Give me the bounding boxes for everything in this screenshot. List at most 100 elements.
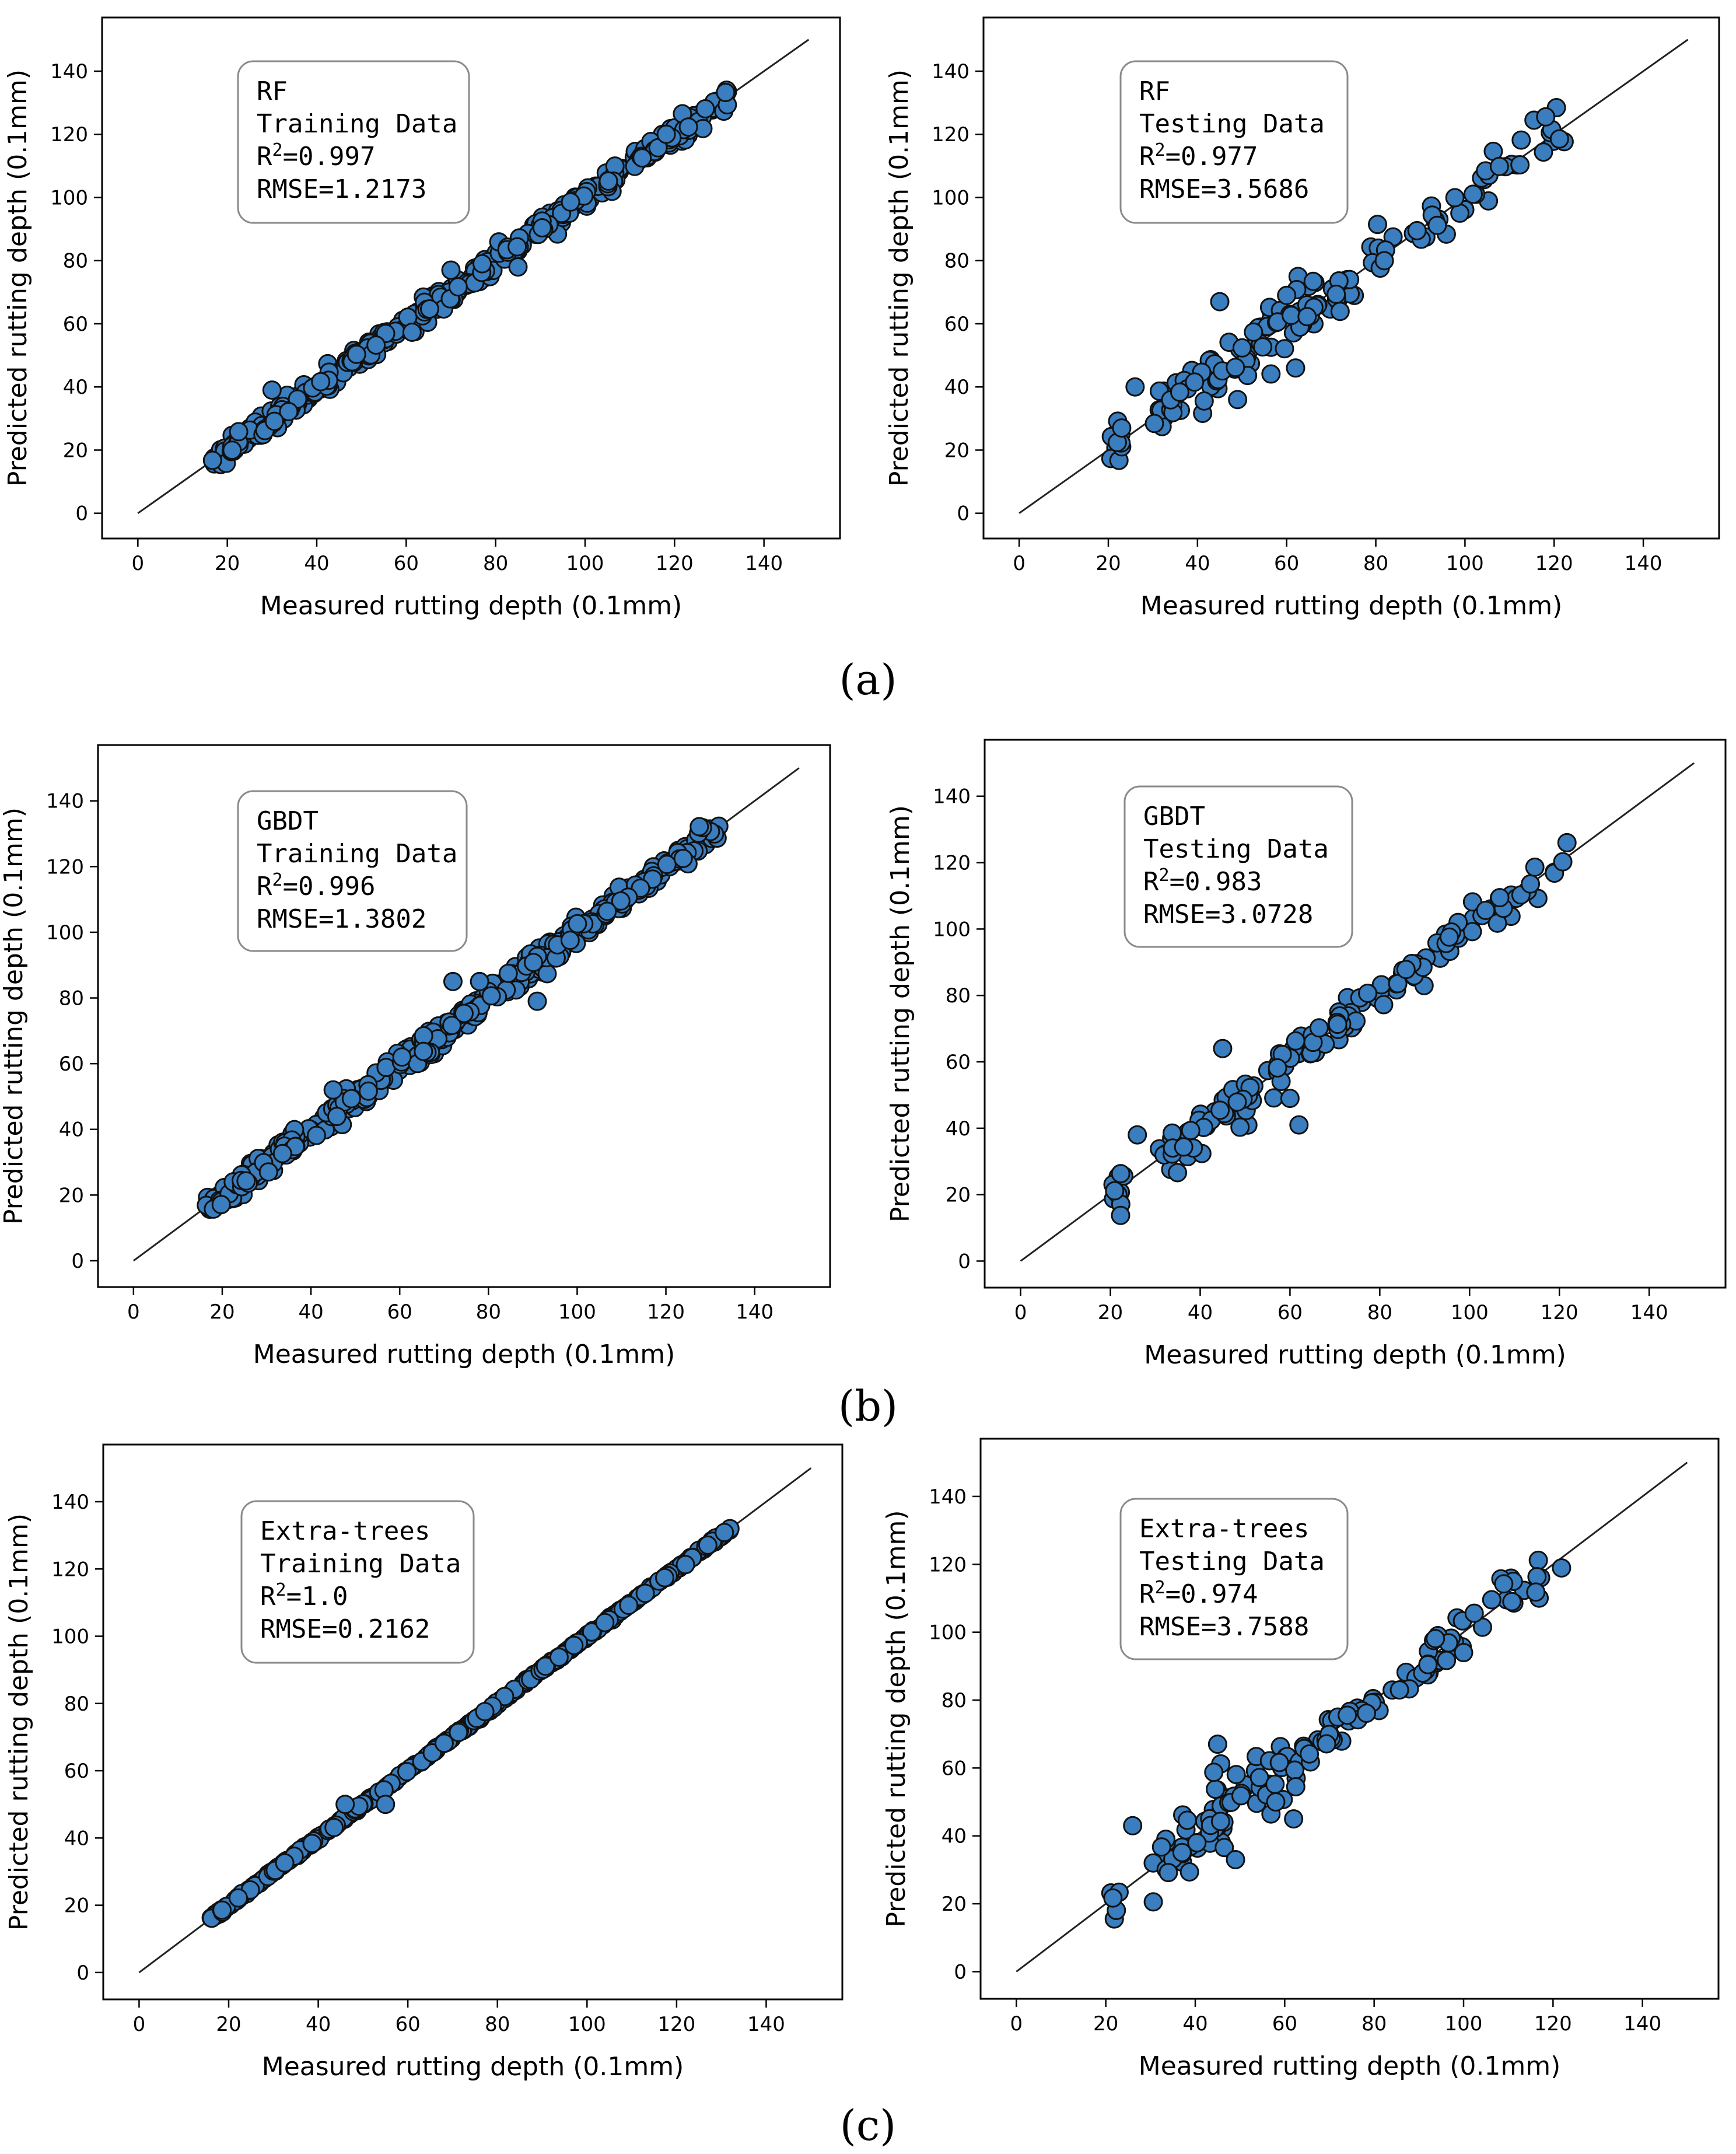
x-tick-label: 20 — [216, 2013, 241, 2036]
data-point — [1388, 974, 1408, 994]
data-point — [1528, 1550, 1548, 1570]
x-tick-label: 0 — [133, 2013, 146, 2036]
legend-rmse: RMSE=1.2173 — [257, 174, 426, 204]
legend-dataset: Testing Data — [1143, 834, 1329, 864]
y-tick-label: 0 — [954, 1960, 967, 1984]
y-tick-label: 20 — [63, 439, 88, 462]
data-point — [657, 855, 677, 875]
data-point — [442, 1016, 462, 1036]
y-axis-label: Predicted rutting depth (0.1mm) — [0, 807, 29, 1225]
data-point — [715, 1523, 734, 1543]
data-point — [527, 991, 547, 1011]
data-point — [632, 148, 652, 168]
data-points — [202, 81, 737, 474]
data-point — [311, 372, 331, 391]
data-point — [716, 82, 736, 102]
y-tick-label: 60 — [942, 1757, 967, 1780]
data-point — [454, 1003, 474, 1023]
x-tick-label: 140 — [745, 552, 783, 575]
y-tick-label: 40 — [944, 376, 970, 399]
data-point — [275, 1853, 295, 1873]
data-point — [473, 254, 492, 274]
x-tick-label: 140 — [1630, 1301, 1668, 1324]
data-point — [1180, 1862, 1199, 1882]
data-point — [323, 1080, 343, 1100]
data-points — [197, 816, 729, 1219]
data-point — [1328, 1015, 1348, 1034]
legend-rmse: RMSE=1.3802 — [257, 904, 426, 934]
x-tick-label: 120 — [657, 2013, 695, 2036]
data-point — [1187, 1833, 1207, 1853]
y-tick-label: 60 — [946, 1051, 971, 1074]
data-point — [1111, 1164, 1130, 1184]
legend-frame — [240, 1500, 475, 1664]
data-point — [258, 1162, 278, 1182]
data-point — [1303, 271, 1323, 291]
data-point — [1464, 1603, 1484, 1623]
data-point — [1358, 983, 1378, 1003]
y-tick-label: 40 — [946, 1117, 971, 1141]
x-axis-label: Measured rutting depth (0.1mm) — [1140, 591, 1563, 621]
legend-r2: R2=0.997 — [257, 140, 376, 172]
data-point — [272, 1144, 292, 1163]
legend-r2-value: =1.0 — [286, 1582, 348, 1611]
x-axis-label: Measured rutting depth (0.1mm) — [1144, 1340, 1566, 1370]
y-tick-label: 100 — [932, 186, 970, 209]
data-points — [1101, 98, 1574, 470]
data-point — [1210, 1812, 1230, 1831]
x-tick-label: 100 — [1451, 1301, 1489, 1324]
data-point — [1128, 1125, 1147, 1145]
data-point — [1502, 1592, 1522, 1611]
data-point — [1534, 142, 1553, 162]
data-point — [324, 1817, 344, 1837]
data-point — [1511, 130, 1531, 150]
data-point — [1231, 1786, 1251, 1806]
data-point — [1152, 1837, 1171, 1857]
y-tick-label: 100 — [929, 1621, 967, 1645]
data-point — [698, 1535, 718, 1555]
x-tick-label: 60 — [1272, 2012, 1297, 2036]
data-point — [532, 218, 552, 237]
data-point — [1185, 372, 1205, 392]
data-point — [1525, 857, 1545, 877]
data-point — [228, 1888, 248, 1908]
data-point — [402, 322, 422, 342]
data-point — [441, 260, 461, 280]
data-point — [212, 1900, 232, 1920]
data-point — [1170, 382, 1189, 402]
data-point — [568, 914, 587, 933]
data-point — [414, 1041, 433, 1061]
x-tick-label: 60 — [1278, 1301, 1303, 1324]
scatter-chart-4: 0 20 40 60 80 100 120 140 0 20 40 60 80 100 120 140 Meas… — [886, 739, 1727, 1370]
data-point — [1125, 377, 1145, 397]
x-tick-label: 100 — [558, 1300, 596, 1324]
data-point — [1356, 1704, 1376, 1723]
data-point — [306, 1125, 326, 1145]
data-points — [201, 1519, 740, 1928]
x-tick-label: 100 — [568, 2013, 606, 2036]
y-tick-label: 20 — [942, 1893, 967, 1916]
data-point — [262, 380, 282, 400]
data-point — [1105, 1181, 1125, 1201]
x-tick-label: 120 — [647, 1300, 685, 1324]
data-point — [1111, 1205, 1130, 1225]
data-point — [448, 277, 468, 297]
data-point — [1228, 390, 1248, 410]
legend-dataset: Training Data — [260, 1549, 461, 1579]
y-tick-label: 40 — [63, 376, 88, 399]
data-point — [1144, 414, 1164, 433]
y-tick-label: 80 — [59, 987, 84, 1010]
legend-r2: R2=1.0 — [260, 1580, 348, 1611]
data-point — [1396, 960, 1416, 980]
y-tick-label: 40 — [59, 1118, 84, 1142]
x-tick-label: 0 — [127, 1300, 140, 1324]
panel-label: (a) — [839, 655, 897, 704]
data-point — [1536, 107, 1556, 127]
x-tick-label: 140 — [1625, 552, 1662, 575]
x-tick-label: 80 — [483, 552, 508, 575]
data-point — [1174, 1137, 1194, 1157]
data-point — [582, 1622, 601, 1642]
data-point — [619, 1595, 639, 1615]
legend-rmse: RMSE=0.2162 — [260, 1614, 430, 1644]
